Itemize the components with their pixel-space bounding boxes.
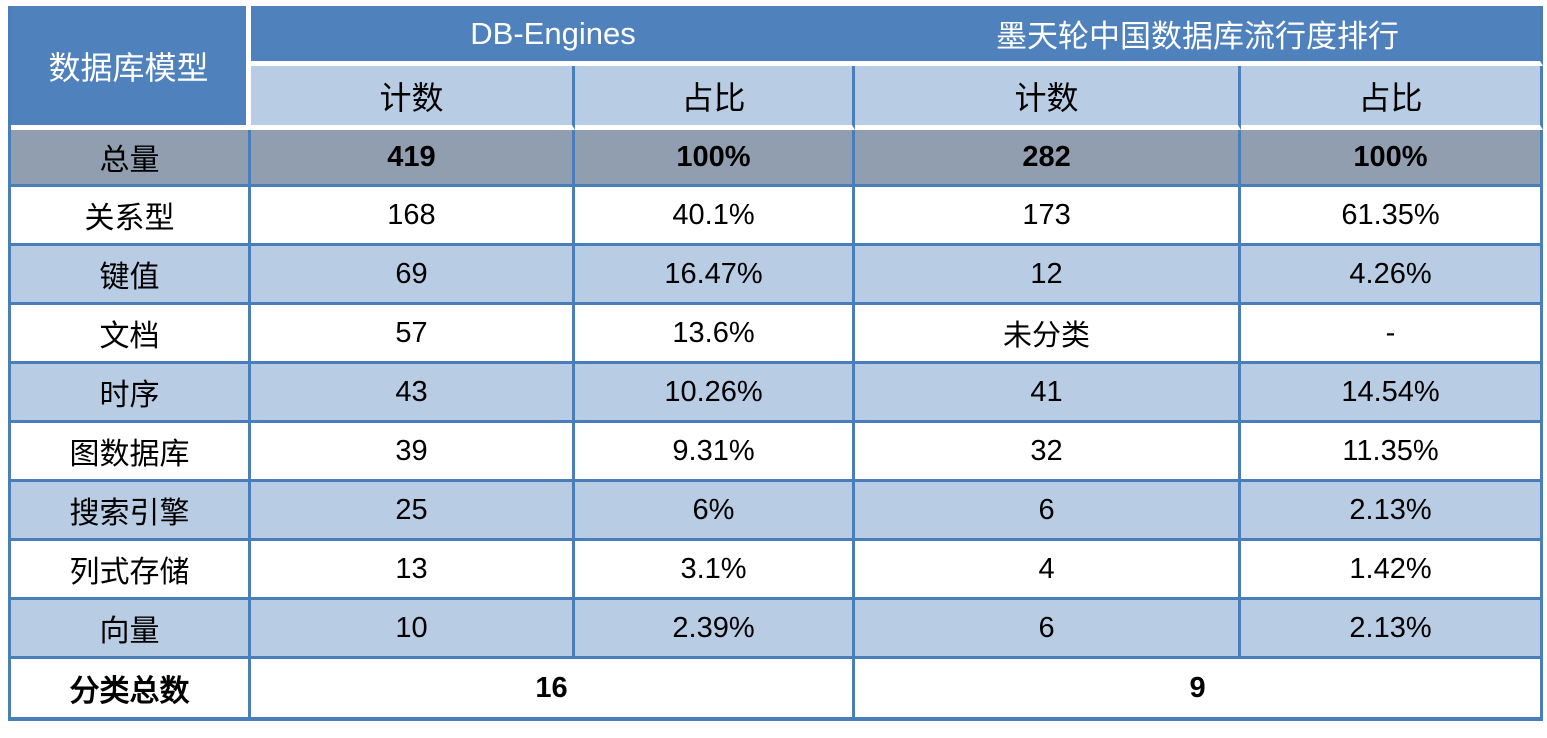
row-value: 43 (251, 364, 575, 423)
row-value: 6 (855, 600, 1242, 659)
row-value: 41 (855, 364, 1242, 423)
table-body: 数据库模型 DB-Engines 墨天轮中国数据库流行度排行 计数 占比 计数 … (11, 6, 1544, 721)
row-value: 32 (855, 423, 1242, 482)
row-value: 3.1% (575, 541, 856, 600)
row-value: 6% (575, 482, 856, 541)
row-value: 12 (855, 246, 1242, 305)
row-label: 图数据库 (11, 423, 251, 482)
row-label: 时序 (11, 364, 251, 423)
row-value: 11.35% (1241, 423, 1544, 482)
row-value: 9.31% (575, 423, 856, 482)
total-dbengines-count: 419 (251, 130, 575, 187)
row-value: 未分类 (855, 305, 1242, 364)
total-motianlun-share: 100% (1241, 130, 1544, 187)
row-label: 列式存储 (11, 541, 251, 600)
table-row: 文档 57 13.6% 未分类 - (11, 305, 1544, 364)
subheader-motianlun-count: 计数 (855, 66, 1242, 130)
row-value: 39 (251, 423, 575, 482)
row-value: 168 (251, 187, 575, 246)
table-row: 列式存储 13 3.1% 4 1.42% (11, 541, 1544, 600)
row-value: 2.13% (1241, 600, 1544, 659)
table-row: 键值 69 16.47% 12 4.26% (11, 246, 1544, 305)
row-value: 1.42% (1241, 541, 1544, 600)
row-label: 文档 (11, 305, 251, 364)
row-label: 搜索引擎 (11, 482, 251, 541)
table-row: 关系型 168 40.1% 173 61.35% (11, 187, 1544, 246)
row-value: 10.26% (575, 364, 856, 423)
row-label: 关系型 (11, 187, 251, 246)
row-value: 2.13% (1241, 482, 1544, 541)
row-value: 69 (251, 246, 575, 305)
table-row: 图数据库 39 9.31% 32 11.35% (11, 423, 1544, 482)
row-value: 4.26% (1241, 246, 1544, 305)
corner-header-database-model: 数据库模型 (11, 6, 251, 130)
row-value: 4 (855, 541, 1242, 600)
category-total-dbengines: 16 (251, 659, 856, 721)
category-total-motianlun: 9 (855, 659, 1544, 721)
total-row: 总量 419 100% 282 100% (11, 130, 1544, 187)
database-comparison-table: 数据库模型 DB-Engines 墨天轮中国数据库流行度排行 计数 占比 计数 … (8, 6, 1544, 721)
row-value: 173 (855, 187, 1242, 246)
total-motianlun-count: 282 (855, 130, 1242, 187)
row-value: - (1241, 305, 1544, 364)
header-row-groups: 数据库模型 DB-Engines 墨天轮中国数据库流行度排行 (11, 6, 1544, 130)
subheader-dbengines-share: 占比 (575, 66, 856, 130)
row-value: 40.1% (575, 187, 856, 246)
category-count-row: 分类总数 16 9 (11, 659, 1544, 721)
row-label-category-total: 分类总数 (11, 659, 251, 721)
row-value: 16.47% (575, 246, 856, 305)
row-value: 57 (251, 305, 575, 364)
row-label: 键值 (11, 246, 251, 305)
row-value: 6 (855, 482, 1242, 541)
row-label-total: 总量 (11, 130, 251, 187)
row-value: 13.6% (575, 305, 856, 364)
row-value: 10 (251, 600, 575, 659)
header-row-subcolumns: 计数 占比 计数 占比 (11, 66, 1544, 130)
subheader-motianlun-share: 占比 (1241, 66, 1544, 130)
table-row: 时序 43 10.26% 41 14.54% (11, 364, 1544, 423)
table-row: 搜索引擎 25 6% 6 2.13% (11, 482, 1544, 541)
table-row: 向量 10 2.39% 6 2.13% (11, 600, 1544, 659)
row-value: 25 (251, 482, 575, 541)
group-header-motianlun-ranking: 墨天轮中国数据库流行度排行 (855, 6, 1544, 66)
total-dbengines-share: 100% (575, 130, 856, 187)
row-value: 14.54% (1241, 364, 1544, 423)
row-label: 向量 (11, 600, 251, 659)
row-value: 61.35% (1241, 187, 1544, 246)
row-value: 2.39% (575, 600, 856, 659)
row-value: 13 (251, 541, 575, 600)
group-header-db-engines: DB-Engines (251, 6, 856, 66)
subheader-dbengines-count: 计数 (251, 66, 575, 130)
